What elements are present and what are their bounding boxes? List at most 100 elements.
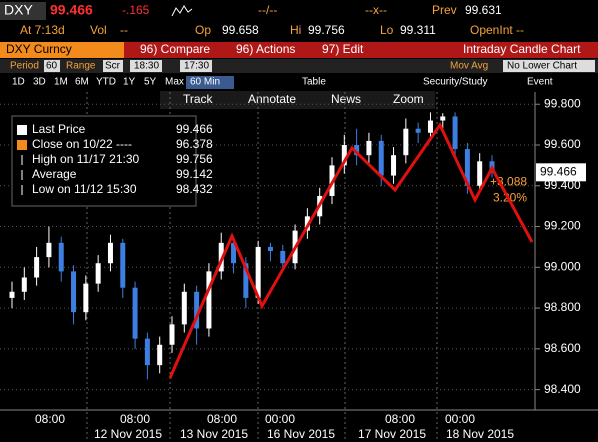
candle-body — [280, 251, 286, 264]
time-label: 08:00 — [207, 412, 237, 426]
candle-body — [391, 155, 397, 176]
ticker-box — [0, 2, 46, 20]
chart-name: Intraday Candle Chart — [463, 42, 581, 56]
y-tick-label: 99.000 — [544, 259, 581, 273]
candle-body — [366, 140, 372, 156]
annotate-button[interactable]: Annotate — [248, 92, 296, 106]
span-button[interactable]: Max — [165, 77, 184, 88]
date-label: 13 Nov 2015 — [180, 427, 248, 441]
candle-body — [169, 324, 175, 345]
range-box[interactable] — [103, 60, 123, 72]
op-value: 99.658 — [222, 23, 259, 37]
end-box[interactable] — [180, 60, 212, 72]
legend-label: High on 11/17 21:30 — [32, 152, 140, 166]
candle-body — [120, 242, 126, 288]
legend-value: 99.142 — [176, 167, 213, 181]
time-label: 00:00 — [445, 412, 475, 426]
period-box[interactable] — [44, 60, 60, 72]
time-label: 08:00 — [35, 412, 65, 426]
start-box[interactable] — [130, 60, 162, 72]
y-tick-label: 99.200 — [544, 219, 581, 233]
candle-body — [194, 291, 200, 329]
change: -.165 — [122, 3, 150, 17]
y-tick-label: 99.400 — [544, 178, 581, 192]
event-button[interactable]: Event — [527, 77, 553, 88]
start[interactable]: 18:30 — [134, 61, 159, 72]
last-price-box — [536, 163, 586, 182]
vol-label: Vol — [90, 23, 107, 37]
candle-body — [132, 287, 138, 339]
candle-body — [427, 120, 433, 133]
y-tick-label: 98.600 — [544, 341, 581, 355]
range-value[interactable]: Scr — [105, 61, 121, 72]
candle-body — [378, 140, 384, 176]
zoom-button[interactable]: Zoom — [393, 92, 424, 106]
legend-box — [11, 115, 197, 207]
mov-avg: Mov Avg — [450, 61, 488, 72]
legend-value: 96.378 — [176, 137, 213, 151]
legend-label: Low on 11/12 15:30 — [32, 182, 137, 196]
vol-value: -- — [120, 23, 128, 37]
op-label: Op — [195, 23, 211, 37]
period-label: Period — [10, 61, 39, 72]
last: 99.466 — [50, 2, 93, 18]
track-button[interactable]: Track — [183, 92, 214, 106]
candle-body — [231, 242, 237, 264]
legend-label: Close on 10/22 ---- — [32, 137, 132, 151]
table-button[interactable]: Table — [302, 77, 326, 88]
span-button[interactable]: 5Y — [144, 77, 157, 88]
candle-body — [157, 344, 163, 366]
interval-box[interactable] — [186, 76, 234, 89]
edit-button[interactable]: 97) Edit — [322, 42, 364, 56]
candle-body — [144, 338, 150, 366]
span-button[interactable]: 1Y — [123, 77, 136, 88]
spark-icon — [171, 5, 193, 17]
security-box[interactable] — [0, 42, 124, 58]
prev-value: 99.631 — [465, 3, 502, 17]
y-tick-label: 98.400 — [544, 382, 581, 396]
news-button[interactable]: News — [331, 92, 361, 106]
ticker: DXY — [4, 2, 33, 18]
span-button[interactable]: YTD — [96, 77, 116, 88]
compare-button[interactable]: 96) Compare — [140, 42, 210, 56]
date-label: 12 Nov 2015 — [94, 427, 162, 441]
hi-value: 99.756 — [308, 23, 345, 37]
span-button[interactable]: 3D — [33, 77, 46, 88]
lower-box[interactable] — [503, 60, 595, 72]
toolbar-bar — [0, 42, 598, 58]
legend-swatch — [17, 125, 27, 135]
candle-body — [58, 242, 64, 272]
security-study[interactable]: Security/Study — [423, 77, 487, 88]
end[interactable]: 17:30 — [184, 61, 209, 72]
interval[interactable]: 60 Min — [190, 77, 220, 88]
annotation-arrow — [168, 121, 534, 379]
actions-button[interactable]: 96) Actions — [236, 42, 295, 56]
legend-value: 99.756 — [176, 152, 213, 166]
date-label: 16 Nov 2015 — [267, 427, 335, 441]
span-button[interactable]: 1D — [12, 77, 25, 88]
span-button[interactable]: 1M — [54, 77, 68, 88]
candle-body — [403, 128, 409, 156]
candle-body — [477, 161, 483, 186]
candle-body — [83, 283, 89, 313]
candle-body — [255, 246, 261, 298]
range-label: Range — [66, 61, 96, 72]
legend-label: Last Price — [32, 122, 86, 136]
candle-body — [354, 145, 360, 156]
span-button[interactable]: 6M — [75, 77, 89, 88]
date-label: 17 Nov 2015 — [358, 427, 426, 441]
prev-label: Prev — [432, 3, 457, 17]
period-value[interactable]: 60 — [46, 61, 58, 72]
last-price-label: 99.466 — [540, 164, 577, 178]
lower-chart[interactable]: No Lower Chart — [507, 61, 577, 72]
time-label: 08:00 — [120, 412, 150, 426]
security[interactable]: DXY Curncy — [6, 42, 72, 56]
legend-swatch — [17, 140, 27, 150]
annotation: 3.20% — [493, 190, 527, 204]
time-label: 00:00 — [265, 412, 295, 426]
candle-body — [341, 145, 347, 166]
candle-body — [452, 116, 458, 150]
time-label: 08:00 — [385, 412, 415, 426]
y-tick-label: 98.800 — [544, 300, 581, 314]
